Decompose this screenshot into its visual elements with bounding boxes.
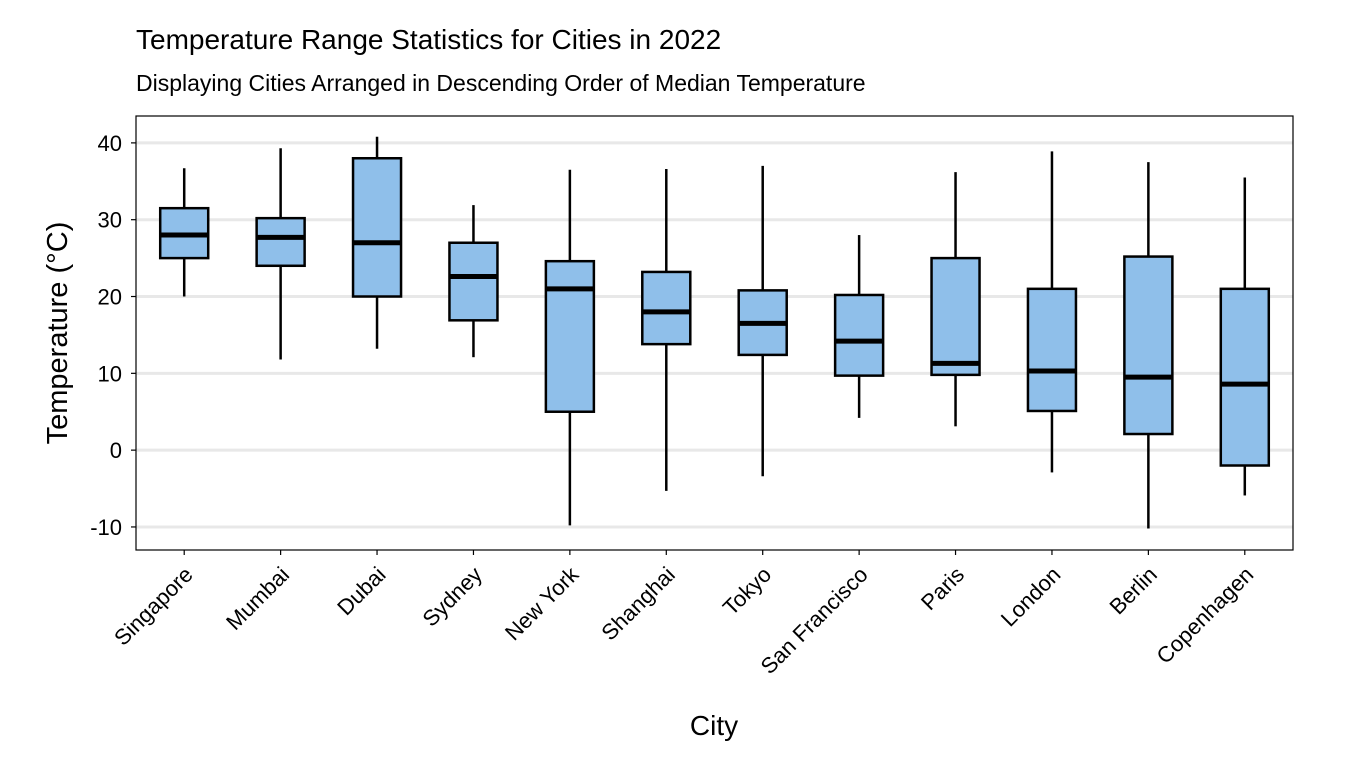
iqr-box [930,256,981,377]
box-new-york [544,169,596,526]
iqr-box [1026,287,1078,413]
x-tick-label: Paris [916,562,969,615]
x-tick-label: Copenhagen [1152,562,1259,669]
x-tick-label: Shanghai [596,562,679,645]
iqr-box [448,241,499,322]
x-tick-label: Sydney [417,562,487,632]
box-london [1026,151,1078,473]
plot-frame [135,115,1294,551]
iqr-box [351,156,403,298]
y-axis-label: Temperature (°C) [42,222,74,445]
iqr-box [544,259,596,413]
iqr-box [1123,255,1174,436]
grid-lines [136,141,1293,529]
iqr-box [1219,287,1271,467]
x-axis-label: City [690,710,738,741]
box-copenhagen [1219,177,1271,496]
x-tick-label: Dubai [332,562,390,620]
y-tick-label: 40 [98,131,122,156]
iqr-box [255,216,306,268]
y-tick-label: 10 [98,361,122,386]
box-sydney [448,205,499,358]
y-tick-label: -10 [90,515,122,540]
box-singapore [158,168,210,297]
box-mumbai [255,148,306,360]
x-tick-label: Singapore [109,562,198,651]
box-berlin [1123,162,1174,529]
box-san-francisco [833,235,885,418]
box-dubai [351,136,403,349]
x-tick-label: Tokyo [718,562,776,620]
box-tokyo [737,165,788,477]
y-tick-label: 0 [110,438,122,463]
y-tick-label: 20 [98,285,122,310]
x-axis: Singapore Mumbai Dubai Sydney New York Shangh… [109,550,1258,679]
y-axis: -10 0 10 20 30 40 [90,131,136,540]
y-tick-label: 30 [98,208,122,233]
iqr-box [641,270,692,346]
x-tick-label: London [996,562,1066,632]
box-series [158,136,1271,529]
chart-subtitle: Displaying Cities Arranged in Descending… [136,70,866,96]
box-shanghai [641,169,692,491]
x-tick-label: Berlin [1104,562,1161,619]
iqr-box [833,293,885,377]
chart-title: Temperature Range Statistics for Cities … [136,24,722,55]
box-paris [930,172,981,427]
x-tick-label: Mumbai [221,562,294,635]
x-tick-label: New York [500,561,584,645]
